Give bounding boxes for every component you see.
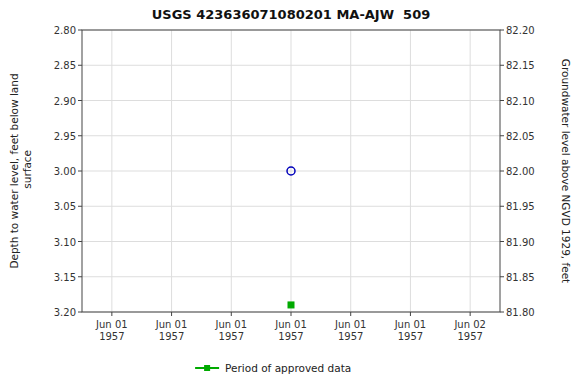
tick-label: 82.00 — [506, 166, 535, 177]
grid — [82, 30, 500, 312]
tick — [500, 135, 504, 136]
tick — [111, 312, 112, 316]
point — [287, 167, 295, 175]
tick — [78, 65, 82, 66]
tick — [78, 276, 82, 277]
grid-line — [171, 30, 172, 312]
tick — [500, 100, 504, 101]
tick-label: 2.80 — [54, 25, 76, 36]
tick-label: Jun 021957 — [453, 319, 486, 342]
tick — [78, 171, 82, 172]
grid-line — [291, 30, 292, 312]
tick — [410, 312, 411, 316]
tick-label: 81.80 — [506, 307, 535, 318]
tick — [500, 276, 504, 277]
tick — [78, 135, 82, 136]
plot-frame — [82, 30, 500, 312]
tick-label: 82.10 — [506, 96, 535, 107]
tick-label: Jun 011957 — [215, 319, 248, 342]
tick — [171, 312, 172, 316]
point — [288, 302, 294, 308]
tick-label: 2.95 — [54, 131, 76, 142]
tick-label: 3.20 — [54, 307, 76, 318]
tick-label: Jun 011957 — [274, 319, 307, 342]
tick — [500, 30, 504, 31]
tick-label: 81.90 — [506, 237, 535, 248]
grid-line — [470, 30, 471, 312]
title: USGS 423636071080201 MA-AJW 509 — [152, 7, 431, 22]
tick — [470, 312, 471, 316]
legend-label: Period of approved data — [225, 362, 351, 374]
tick-label: 3.15 — [54, 272, 76, 283]
grid-line — [350, 30, 351, 312]
grid-line — [410, 30, 411, 312]
tick-label: 3.10 — [54, 237, 76, 248]
y2-axis: 82.20 82.15 82.10 82.05 82.00 81.95 81.90 81.85… — [500, 25, 535, 318]
marks — [287, 167, 295, 308]
grid-line — [111, 30, 112, 312]
y-axis: 2.80 2.85 2.90 2.95 3.00 3.05 3.10 3.15 3.20 — [54, 25, 82, 318]
x-axis: Jun 011957 Jun 011957 Jun 011957 Jun 011957… — [95, 312, 486, 342]
legend-swatch — [204, 365, 210, 371]
tick-label: 82.20 — [506, 25, 535, 36]
tick-label: Jun 011957 — [334, 319, 367, 342]
tick — [291, 312, 292, 316]
tick — [500, 241, 504, 242]
tick-label: Jun 011957 — [155, 319, 188, 342]
tick-label: 81.95 — [506, 201, 535, 212]
tick — [78, 312, 82, 313]
tick — [500, 206, 504, 207]
y-axis-label: Depth to water level, feet below land su… — [8, 73, 33, 268]
tick — [78, 30, 82, 31]
tick-label: 2.85 — [54, 60, 76, 71]
tick-label: 3.00 — [54, 166, 76, 177]
tick — [500, 312, 504, 313]
grid-line — [231, 30, 232, 312]
tick-label: 82.15 — [506, 60, 535, 71]
tick-label: 3.05 — [54, 201, 76, 212]
tick-label: 81.85 — [506, 272, 535, 283]
tick-label: Jun 011957 — [95, 319, 128, 342]
legend: Period of approved data — [195, 362, 351, 374]
tick — [78, 206, 82, 207]
tick — [78, 100, 82, 101]
tick-label: 82.05 — [506, 131, 535, 142]
tick-label: Jun 011957 — [394, 319, 427, 342]
background — [0, 0, 576, 384]
tick-label: 2.90 — [54, 96, 76, 107]
tick — [500, 65, 504, 66]
chart: 2.80 2.85 2.90 2.95 3.00 3.05 3.10 3.15 3.20 82.2… — [0, 0, 576, 384]
y2-axis-label: Groundwater level above NGVD 1929, feet — [560, 59, 572, 283]
tick — [350, 312, 351, 316]
tick — [78, 241, 82, 242]
tick — [231, 312, 232, 316]
tick — [500, 171, 504, 172]
